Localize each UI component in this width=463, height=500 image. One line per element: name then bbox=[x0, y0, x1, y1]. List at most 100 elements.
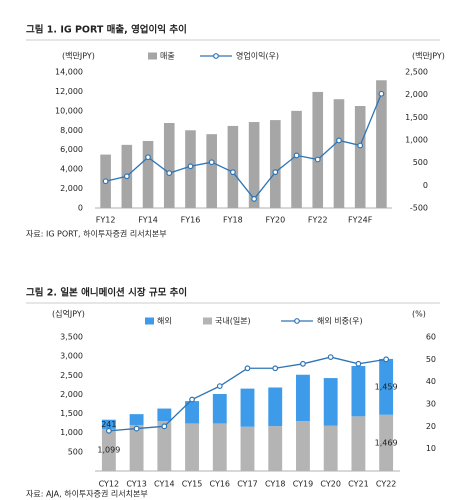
y-tick-label: 8,000 bbox=[60, 126, 83, 135]
bar-segment bbox=[323, 425, 338, 471]
x-tick-label: CY20 bbox=[320, 480, 341, 489]
line-marker bbox=[105, 427, 112, 434]
line-marker bbox=[187, 163, 194, 170]
y-tick-label: 14,000 bbox=[55, 68, 83, 77]
bar-segment bbox=[268, 387, 283, 427]
y-axis-title: (십억JPY) bbox=[52, 309, 85, 319]
data-label: 1,099 bbox=[97, 445, 120, 454]
y2-tick-label: 50 bbox=[426, 355, 436, 364]
bar-segment bbox=[185, 423, 199, 471]
chart-title: 그림 2. 일본 애니메이션 시장 규모 추이 bbox=[26, 287, 187, 299]
bar-segment bbox=[212, 423, 227, 471]
bar bbox=[333, 99, 345, 208]
x-tick-label: FY12 bbox=[96, 216, 116, 225]
bar bbox=[291, 110, 302, 208]
legend-swatch bbox=[145, 317, 154, 325]
y2-tick-label: 10 bbox=[426, 444, 436, 453]
line-marker bbox=[189, 396, 195, 403]
y-tick-label: 500 bbox=[68, 447, 83, 456]
line-marker bbox=[355, 360, 362, 367]
bar-segment bbox=[101, 428, 116, 471]
legend-label: 국내(일본) bbox=[215, 317, 251, 326]
bar-segment bbox=[351, 416, 366, 471]
bar-segment bbox=[129, 424, 144, 471]
bar-segment bbox=[296, 374, 310, 422]
line-marker bbox=[383, 356, 390, 363]
x-tick-label: CY22 bbox=[376, 480, 397, 489]
y-tick-label: 2,000 bbox=[60, 184, 83, 193]
bar bbox=[227, 125, 239, 208]
y2-tick-label: 0 bbox=[423, 181, 428, 190]
y2-tick-label: 20 bbox=[426, 422, 436, 431]
legend-label: 매출 bbox=[160, 51, 175, 61]
y2-tick-label: 500 bbox=[413, 158, 428, 167]
y-axis-title: (백만JPY) bbox=[62, 51, 95, 61]
line-marker bbox=[251, 196, 258, 202]
bar bbox=[248, 122, 260, 208]
line-marker bbox=[244, 365, 251, 372]
bar-segment bbox=[129, 414, 144, 425]
bar bbox=[163, 123, 175, 208]
line-marker bbox=[161, 423, 168, 430]
y-tick-label: 12,000 bbox=[55, 87, 83, 96]
y-tick-label: 10,000 bbox=[55, 106, 83, 115]
bar-segment bbox=[379, 358, 394, 415]
bar-segment bbox=[379, 414, 394, 471]
bar-segment bbox=[101, 419, 116, 429]
x-tick-label: FY24F bbox=[348, 216, 373, 225]
bar-segment bbox=[240, 388, 255, 427]
x-tick-label: CY18 bbox=[265, 480, 286, 489]
legend-label: 영업이익(우) bbox=[236, 51, 279, 61]
y-tick-label: 3,500 bbox=[60, 333, 83, 342]
line-marker bbox=[378, 90, 385, 97]
line-marker bbox=[336, 137, 342, 144]
line-marker bbox=[133, 425, 140, 432]
line-marker bbox=[166, 170, 173, 176]
y2-tick-label: 2,500 bbox=[405, 68, 428, 77]
x-tick-label: CY16 bbox=[210, 480, 231, 489]
legend-swatch bbox=[148, 52, 157, 60]
line-marker bbox=[216, 383, 223, 390]
chart-title: 그림 1. IG PORT 매출, 영업이익 추이 bbox=[26, 24, 187, 36]
x-tick-label: CY12 bbox=[99, 480, 120, 489]
line bbox=[105, 93, 382, 200]
data-label: 1,459 bbox=[375, 382, 398, 391]
line-marker bbox=[272, 169, 279, 176]
y2-tick-label: 1,000 bbox=[405, 136, 428, 145]
y-tick-label: 2,000 bbox=[60, 390, 83, 399]
x-tick-label: FY18 bbox=[223, 216, 243, 225]
y2-tick-label: 2,000 bbox=[405, 90, 428, 99]
line-marker bbox=[208, 159, 215, 166]
bar-segment bbox=[351, 366, 366, 417]
y-tick-label: 1,000 bbox=[60, 428, 83, 437]
y2-tick-label: -500 bbox=[410, 204, 428, 213]
x-tick-label: CY15 bbox=[182, 480, 203, 489]
y2-tick-label: 60 bbox=[426, 333, 436, 342]
x-tick-label: CY13 bbox=[126, 480, 147, 489]
y2-tick-label: 30 bbox=[426, 400, 436, 409]
bar bbox=[142, 140, 154, 208]
legend-swatch bbox=[294, 318, 300, 324]
bar bbox=[312, 91, 324, 208]
line-marker bbox=[229, 169, 236, 176]
bar-segment bbox=[157, 408, 172, 422]
y-tick-label: 4,000 bbox=[60, 165, 83, 174]
bar-segment bbox=[185, 401, 199, 424]
bar-segment bbox=[240, 426, 255, 471]
y2-axis-title: (%) bbox=[412, 310, 426, 319]
x-tick-label: CY14 bbox=[154, 480, 175, 489]
line-marker bbox=[327, 354, 334, 361]
legend-swatch bbox=[213, 53, 219, 59]
line-marker bbox=[123, 173, 130, 180]
bar bbox=[270, 120, 281, 208]
y2-tick-label: 40 bbox=[426, 377, 436, 386]
y-tick-label: 3,000 bbox=[60, 352, 83, 361]
bar-segment bbox=[323, 378, 338, 426]
line-marker bbox=[102, 178, 109, 185]
line-marker bbox=[300, 360, 306, 367]
y-tick-label: 6,000 bbox=[60, 145, 83, 154]
x-tick-label: FY20 bbox=[265, 216, 285, 225]
legend-label: 해외 bbox=[157, 316, 172, 326]
data-label: 241 bbox=[101, 420, 116, 429]
y2-axis-title: (백만JPY) bbox=[412, 51, 445, 61]
